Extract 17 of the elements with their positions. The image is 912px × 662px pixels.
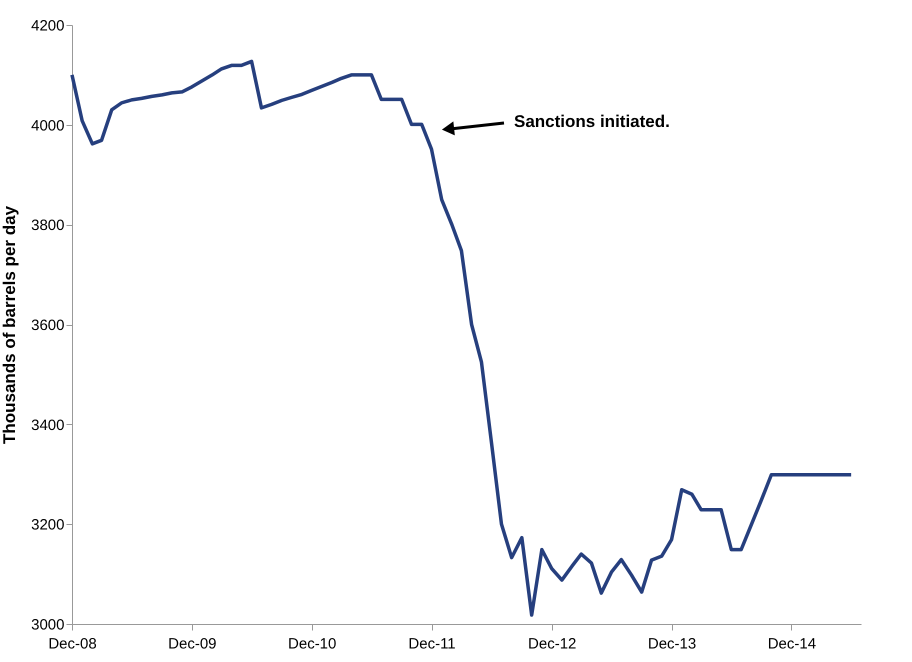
x-tick-label: Dec-09: [168, 636, 217, 652]
annotation: Sanctions initiated.: [514, 112, 670, 131]
y-tick-label: 4200: [31, 18, 64, 34]
y-tick-label: 4000: [31, 117, 64, 134]
y-axis-title: Thousands of barrels per day: [0, 205, 20, 444]
y-tick-label: 3200: [31, 516, 64, 534]
y-tick-label: 3800: [31, 217, 64, 234]
x-tick-label: Dec-10: [288, 636, 336, 652]
line-series: [70, 60, 853, 617]
x-tick-label: Dec-12: [528, 636, 576, 652]
x-tick-label: Dec-13: [648, 636, 696, 652]
y-tick-label: 3400: [31, 416, 64, 434]
y-tick-label: 3000: [31, 616, 64, 634]
x-tick-label: Dec-11: [408, 636, 456, 652]
x-tick-label: Dec-14: [768, 636, 816, 652]
y-tick-label: 3600: [31, 317, 64, 334]
x-tick-label: Dec-08: [48, 636, 97, 652]
